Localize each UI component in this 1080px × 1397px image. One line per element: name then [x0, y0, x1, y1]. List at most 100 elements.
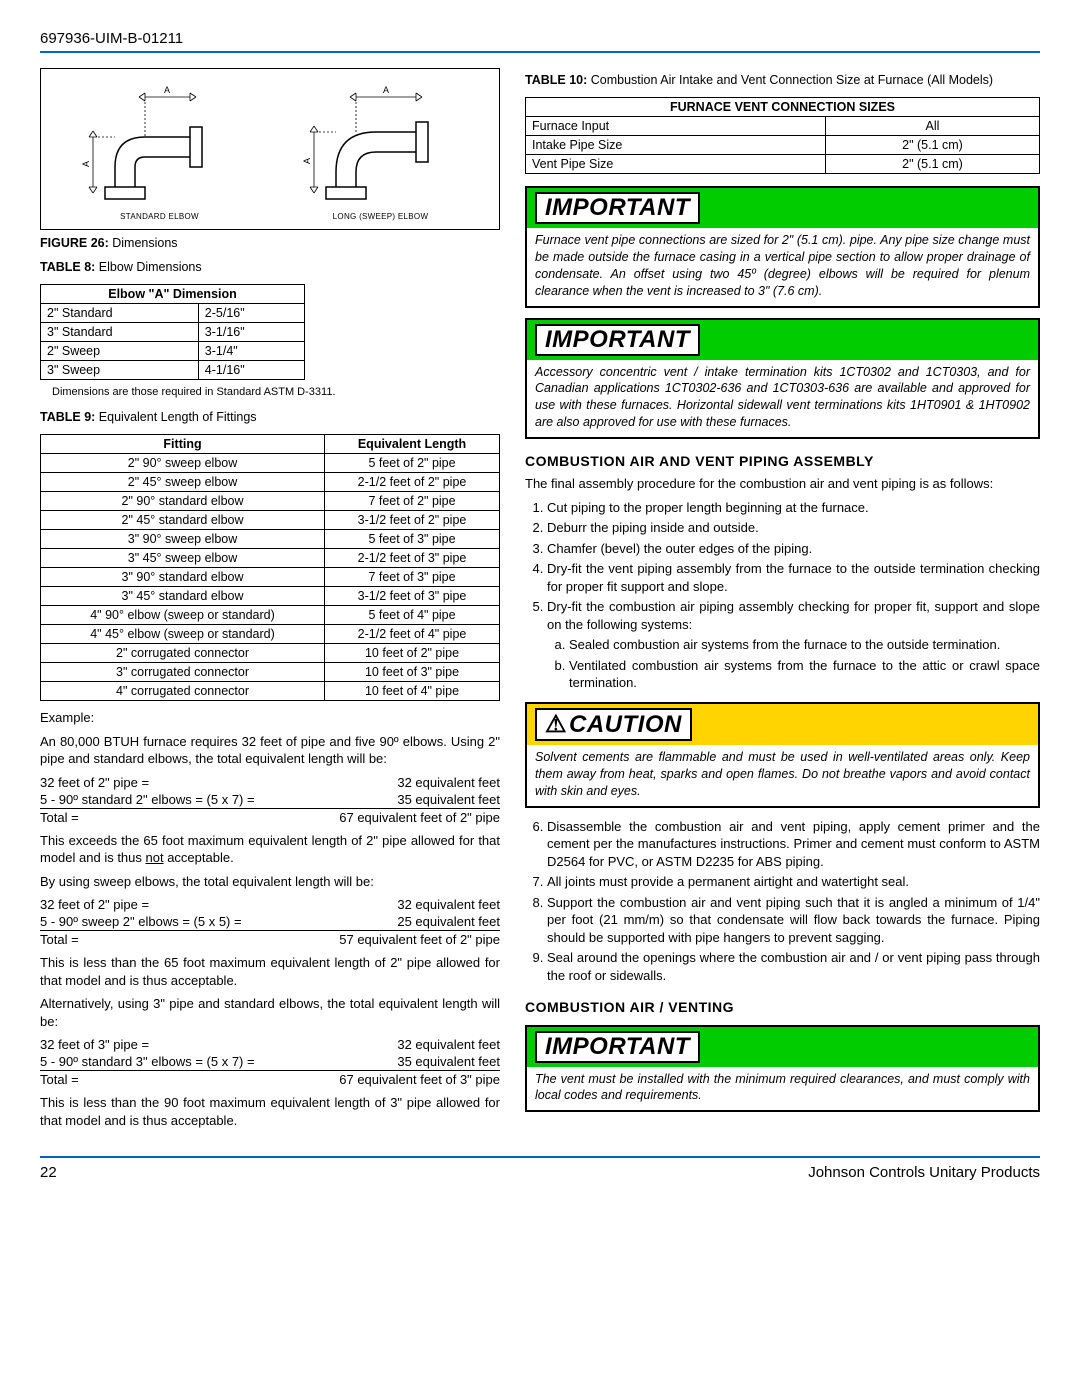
calc1-r2c1: 5 - 90º standard 2" elbows = (5 x 7) =: [40, 791, 303, 809]
page-header: 697936-UIM-B-01211: [40, 30, 1040, 53]
table-row-cell: Furnace Input: [526, 117, 826, 136]
step-item: All joints must provide a permanent airt…: [547, 873, 1040, 891]
section-2-title: COMBUSTION AIR / VENTING: [525, 999, 1040, 1015]
calc2-r2c1: 5 - 90º sweep 2" elbows = (5 x 5) =: [40, 913, 296, 931]
doc-number: 697936-UIM-B-01211: [40, 30, 183, 47]
section-1-intro: The final assembly procedure for the com…: [525, 475, 1040, 493]
table-row-cell: 3" Sweep: [41, 361, 199, 380]
table-row-cell: 10 feet of 4" pipe: [325, 682, 500, 701]
table-9-h2: Equivalent Length: [325, 435, 500, 454]
table-row-cell: 2" 90° sweep elbow: [41, 454, 325, 473]
important-body-3: The vent must be installed with the mini…: [527, 1067, 1038, 1111]
important-body-1: Furnace vent pipe connections are sized …: [527, 228, 1038, 306]
calc3-r3c2: 67 equivalent feet of 3" pipe: [303, 1071, 500, 1089]
calc3-r3c1: Total =: [40, 1071, 303, 1089]
table-row-cell: 10 feet of 2" pipe: [325, 644, 500, 663]
calc1-r1c1: 32 feet of 2" pipe =: [40, 774, 303, 791]
assembly-steps: Cut piping to the proper length beginnin…: [525, 499, 1040, 692]
calc-3: 32 feet of 3" pipe =32 equivalent feet 5…: [40, 1036, 500, 1088]
assembly-steps-cont: Disassemble the combustion air and vent …: [525, 818, 1040, 985]
calc2-r2c2: 25 equivalent feet: [296, 913, 500, 931]
important-notice-1: IMPORTANT Furnace vent pipe connections …: [525, 186, 1040, 308]
table-row-cell: 3-1/2 feet of 2" pipe: [325, 511, 500, 530]
table-row-cell: 2" 45° standard elbow: [41, 511, 325, 530]
important-label-3: IMPORTANT: [535, 1031, 700, 1063]
page-number: 22: [40, 1164, 57, 1181]
step-item: Support the combustion air and vent pipi…: [547, 894, 1040, 947]
important-body-2: Accessory concentric vent / intake termi…: [527, 360, 1038, 438]
step-item: Deburr the piping inside and outside.: [547, 519, 1040, 537]
table-row-cell: 2-5/16": [198, 304, 304, 323]
table-row-cell: 3" 45° standard elbow: [41, 587, 325, 606]
table-row-cell: 2" Sweep: [41, 342, 199, 361]
svg-text:A: A: [302, 158, 312, 164]
calc3-r1c2: 32 equivalent feet: [303, 1036, 500, 1053]
right-column: TABLE 10: Combustion Air Intake and Vent…: [525, 68, 1040, 1136]
example-p1: This exceeds the 65 foot maximum equival…: [40, 832, 500, 867]
step-item: Cut piping to the proper length beginnin…: [547, 499, 1040, 517]
svg-text:A: A: [382, 85, 388, 95]
page-footer: 22 Johnson Controls Unitary Products: [40, 1156, 1040, 1181]
table-row-cell: 2" (5.1 cm): [826, 155, 1040, 174]
caution-body: Solvent cements are flammable and must b…: [527, 745, 1038, 806]
long-elbow-label: LONG (SWEEP) ELBOW: [296, 212, 466, 221]
step-item: Dry-fit the combustion air piping assemb…: [547, 598, 1040, 692]
table-row-cell: Intake Pipe Size: [526, 136, 826, 155]
table-9-caption: TABLE 9: Equivalent Length of Fittings: [40, 410, 500, 424]
caution-notice: CAUTION Solvent cements are flammable an…: [525, 702, 1040, 808]
example-intro: An 80,000 BTUH furnace requires 32 feet …: [40, 733, 500, 768]
table-8-note: Dimensions are those required in Standar…: [40, 386, 500, 398]
calc-2: 32 feet of 2" pipe =32 equivalent feet 5…: [40, 896, 500, 948]
footer-company: Johnson Controls Unitary Products: [808, 1164, 1040, 1181]
calc2-r1c1: 32 feet of 2" pipe =: [40, 896, 296, 913]
calc1-r3c1: Total =: [40, 808, 303, 826]
example-p3: This is less than the 65 foot maximum eq…: [40, 954, 500, 989]
table-row-cell: 2-1/2 feet of 3" pipe: [325, 549, 500, 568]
important-notice-3: IMPORTANT The vent must be installed wit…: [525, 1025, 1040, 1113]
table-row-cell: 3" Standard: [41, 323, 199, 342]
table-row-cell: 4" 45° elbow (sweep or standard): [41, 625, 325, 644]
calc3-r1c1: 32 feet of 3" pipe =: [40, 1036, 303, 1053]
table-row-cell: 3" 45° sweep elbow: [41, 549, 325, 568]
section-1-title: COMBUSTION AIR AND VENT PIPING ASSEMBLY: [525, 453, 1040, 469]
step-item: Seal around the openings where the combu…: [547, 949, 1040, 984]
table-10-caption: TABLE 10: Combustion Air Intake and Vent…: [525, 73, 1040, 87]
table-row-cell: 2" Standard: [41, 304, 199, 323]
table-row-cell: 2" (5.1 cm): [826, 136, 1040, 155]
table-row-cell: 4" 90° elbow (sweep or standard): [41, 606, 325, 625]
caution-label: CAUTION: [535, 708, 692, 741]
content-columns: A A STANDARD ELBOW: [40, 68, 1040, 1136]
table-row-cell: 2-1/2 feet of 4" pipe: [325, 625, 500, 644]
table-row-cell: 2" corrugated connector: [41, 644, 325, 663]
table-row-cell: 5 feet of 4" pipe: [325, 606, 500, 625]
calc2-r1c2: 32 equivalent feet: [296, 896, 500, 913]
table-row-cell: 3" corrugated connector: [41, 663, 325, 682]
calc1-r1c2: 32 equivalent feet: [303, 774, 500, 791]
left-column: A A STANDARD ELBOW: [40, 68, 500, 1136]
table-row-cell: 3" 90° sweep elbow: [41, 530, 325, 549]
step-item: Disassemble the combustion air and vent …: [547, 818, 1040, 871]
table-row-cell: 5 feet of 2" pipe: [325, 454, 500, 473]
table-row-cell: 2-1/2 feet of 2" pipe: [325, 473, 500, 492]
table-8-caption: TABLE 8: Elbow Dimensions: [40, 260, 500, 274]
table-10-header: FURNACE VENT CONNECTION SIZES: [526, 98, 1040, 117]
standard-elbow-label: STANDARD ELBOW: [75, 212, 245, 221]
calc3-r2c2: 35 equivalent feet: [303, 1053, 500, 1071]
calc-1: 32 feet of 2" pipe =32 equivalent feet 5…: [40, 774, 500, 826]
table-10: FURNACE VENT CONNECTION SIZES Furnace In…: [525, 97, 1040, 174]
svg-text:A: A: [163, 85, 169, 95]
table-row-cell: 4" corrugated connector: [41, 682, 325, 701]
step-item: Chamfer (bevel) the outer edges of the p…: [547, 540, 1040, 558]
calc2-r3c2: 57 equivalent feet of 2" pipe: [296, 931, 500, 949]
sub-step-item: Ventilated combustion air systems from t…: [569, 657, 1040, 692]
long-sweep-elbow-diagram: A A LONG (SWEEP) ELBOW: [296, 77, 466, 221]
example-p5: This is less than the 90 foot maximum eq…: [40, 1094, 500, 1129]
table-8-header: Elbow "A" Dimension: [41, 285, 305, 304]
table-row-cell: 4-1/16": [198, 361, 304, 380]
calc1-r3c2: 67 equivalent feet of 2" pipe: [303, 808, 500, 826]
example-p2: By using sweep elbows, the total equival…: [40, 873, 500, 891]
table-row-cell: 2" 45° sweep elbow: [41, 473, 325, 492]
table-row-cell: 7 feet of 2" pipe: [325, 492, 500, 511]
table-row-cell: All: [826, 117, 1040, 136]
important-notice-2: IMPORTANT Accessory concentric vent / in…: [525, 318, 1040, 440]
